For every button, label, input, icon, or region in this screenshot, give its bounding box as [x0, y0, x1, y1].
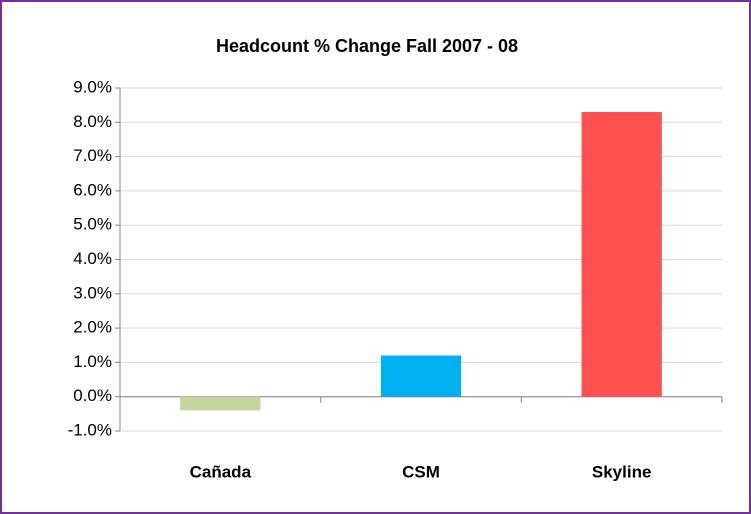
bar — [180, 396, 261, 411]
chart-title: Headcount % Change Fall 2007 - 08 — [216, 36, 518, 56]
bar — [380, 355, 462, 397]
y-tick-label: 0.0% — [73, 386, 112, 405]
y-tick-label: 8.0% — [73, 112, 112, 131]
y-tick-label: -1.0% — [68, 420, 112, 439]
bar — [581, 112, 662, 397]
y-tick-label: 3.0% — [73, 283, 112, 302]
y-tick-label: 5.0% — [73, 215, 112, 234]
x-tick-label: Skyline — [592, 462, 652, 481]
x-tick-label: Cañada — [190, 462, 252, 481]
y-tick-label: 9.0% — [73, 77, 112, 96]
y-tick-label: 2.0% — [73, 318, 112, 337]
y-tick-label: 1.0% — [73, 352, 112, 371]
y-tick-label: 7.0% — [73, 146, 112, 165]
x-tick-label: CSM — [402, 462, 440, 481]
y-tick-label: 6.0% — [73, 180, 112, 199]
y-tick-label: 4.0% — [73, 249, 112, 268]
